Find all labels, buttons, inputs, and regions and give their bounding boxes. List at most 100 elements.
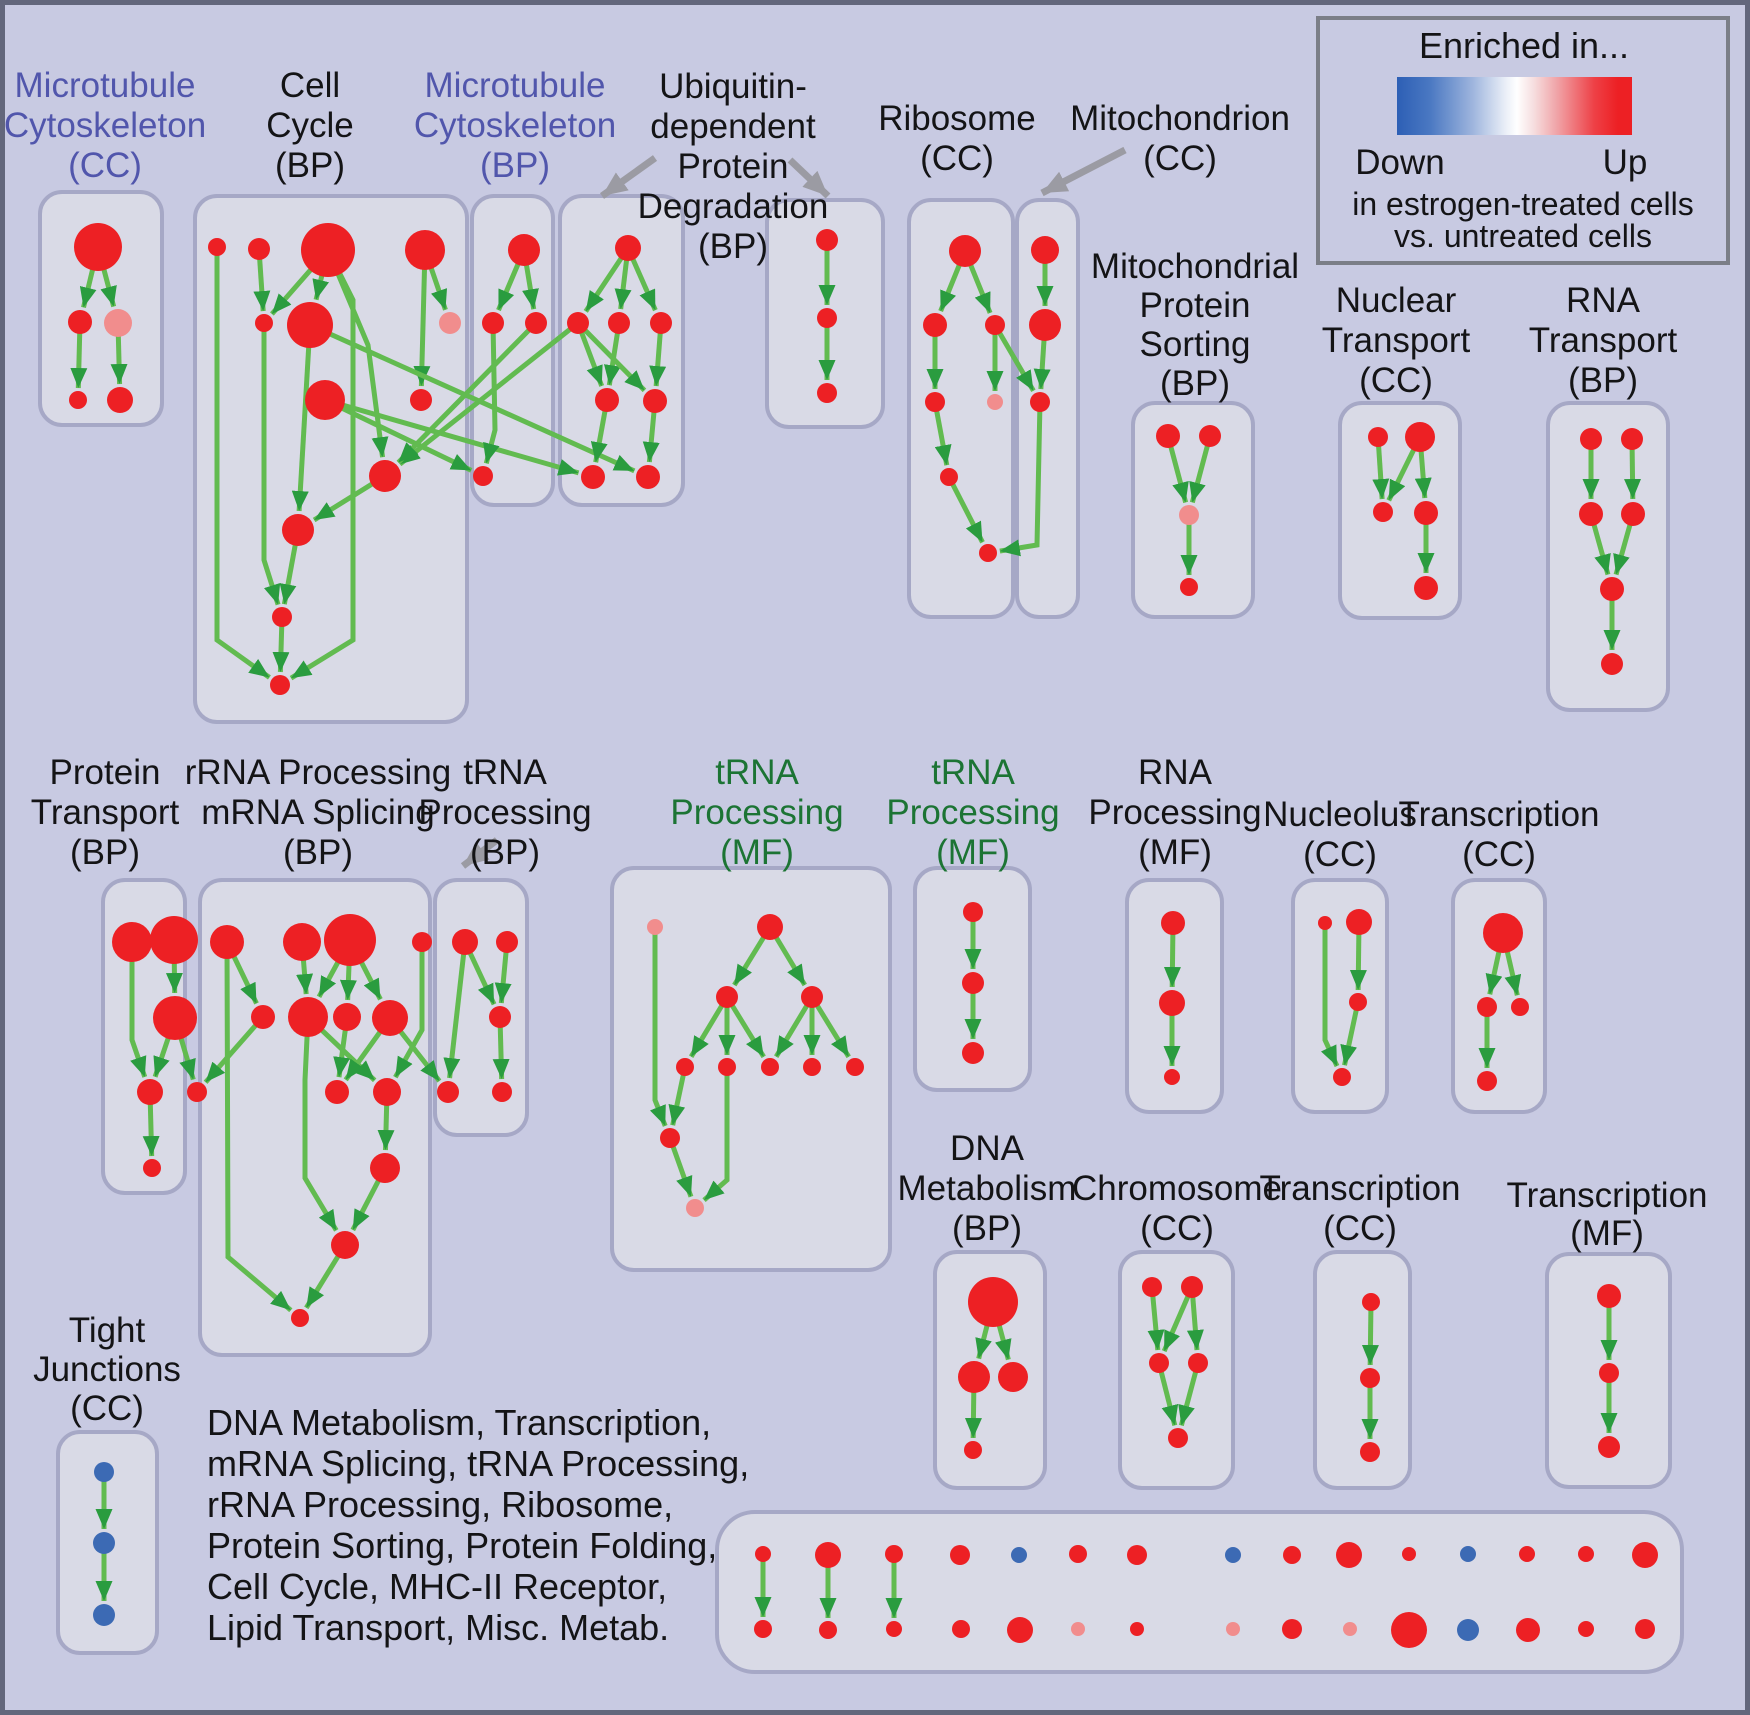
cluster-label-nucleolus-cc: Nucleolus (CC): [1263, 795, 1417, 874]
go-term-node-L6b: [1071, 1622, 1085, 1636]
go-term-node-S5: [251, 1005, 275, 1029]
edge-G1-G10: [649, 927, 668, 1127]
edge-K3-K5: [1156, 1362, 1179, 1427]
footer-note: DNA Metabolism, Transcription, mRNA Splic…: [207, 1402, 749, 1648]
go-term-node-S8: [372, 1000, 408, 1036]
legend-title: Enriched in...: [1419, 25, 1629, 66]
go-term-node-B4: [437, 1081, 459, 1103]
edge-U2-U5: [575, 322, 605, 387]
cluster-label-trna-processing-bp: tRNA Processing (BP): [418, 753, 591, 872]
go-term-node-C2: [248, 238, 270, 260]
edge-S1-S13: [224, 941, 293, 1313]
edge-S4-S10: [393, 942, 425, 1079]
go-term-node-G2: [757, 914, 783, 940]
go-term-node-R4: [925, 392, 945, 412]
go-term-node-L14t: [1578, 1546, 1594, 1562]
cluster-label-rrna-processing-mrna-splicing-bp: rRNA Processing mRNA Splicing (BP): [185, 753, 451, 872]
cluster-label-dna-metabolism-bp: DNA Metabolism (BP): [898, 1129, 1077, 1248]
go-term-node-C11: [282, 514, 314, 546]
go-term-node-C13: [270, 675, 290, 695]
cluster-label-ubiquitin-degradation-bp-1: Ubiquitin-dependent Protein Degradation (BP…: [638, 67, 829, 266]
go-term-node-N3: [1373, 502, 1393, 522]
go-term-node-L6t: [1069, 1545, 1087, 1563]
cluster-label-microtubule-cytoskeleton-cc: Microtubule Cytoskeleton (CC): [4, 66, 206, 185]
go-term-node-T5: [187, 1082, 207, 1102]
go-term-node-R2: [923, 313, 947, 337]
go-term-node-U3: [608, 312, 630, 334]
edge-G3-G5: [689, 995, 730, 1058]
cluster-label-cell-cycle-bp: Cell Cycle (BP): [266, 66, 354, 185]
go-term-node-X3: [1511, 998, 1529, 1016]
edge-T1-T4: [129, 942, 148, 1078]
go-term-node-Q1: [1161, 911, 1185, 935]
edge-C5-C12: [261, 323, 281, 606]
go-term-node-G10: [660, 1128, 680, 1148]
go-term-node-L13t: [1519, 1546, 1535, 1562]
go-term-node-U4: [650, 312, 672, 334]
cluster-label-microtubule-cytoskeleton-bp: Microtubule Cytoskeleton (BP): [414, 66, 616, 185]
edge-C1-C13: [214, 247, 271, 680]
go-term-node-A2: [68, 310, 92, 334]
go-term-node-L12t: [1460, 1546, 1476, 1562]
go-term-node-L9b: [1282, 1619, 1302, 1639]
go-term-node-V2: [817, 308, 837, 328]
edge-S5-T5: [203, 1015, 265, 1084]
go-term-node-J1: [94, 1462, 114, 1482]
edge-R3-Mt3: [992, 323, 1036, 393]
legend-gradient-bar: [1397, 77, 1632, 135]
go-term-node-W1: [1580, 428, 1602, 450]
cluster-label-nuclear-transport-cc: Nuclear Transport (CC): [1322, 281, 1471, 400]
go-term-node-S11: [370, 1153, 400, 1183]
go-term-node-G8: [803, 1058, 821, 1076]
cluster-label-protein-transport-bp: Protein Transport (BP): [31, 753, 180, 872]
go-term-node-L10t: [1336, 1542, 1362, 1568]
go-term-node-N1: [1368, 427, 1388, 447]
cluster-label-tight-junctions-cc: Tight Junctions (CC): [33, 1311, 181, 1428]
go-term-node-X1: [1483, 913, 1523, 953]
go-term-node-L1t: [755, 1546, 771, 1562]
edge-G6-G11: [702, 1067, 730, 1202]
edge-G4-G9: [809, 995, 851, 1059]
go-term-node-G3: [716, 986, 738, 1008]
go-term-node-T6: [143, 1159, 161, 1177]
go-term-node-S12: [331, 1231, 359, 1259]
go-term-node-D1: [968, 1277, 1018, 1327]
go-term-node-O2: [1346, 909, 1372, 935]
go-term-node-H1: [963, 902, 983, 922]
edge-K1-K3: [1147, 1286, 1165, 1351]
go-term-node-R1: [949, 235, 981, 267]
go-term-node-Z1: [1597, 1284, 1621, 1308]
cluster-label-mitochondrion-cc: Mitochondrion (CC): [1070, 99, 1290, 178]
go-term-node-T4: [137, 1079, 163, 1105]
go-term-node-S7: [333, 1003, 361, 1031]
go-term-node-L8t: [1225, 1547, 1241, 1563]
go-term-node-Z2: [1599, 1363, 1619, 1383]
cluster-box-chromosome-cc: [1118, 1250, 1235, 1490]
cluster-label-mitochondrial-protein-sorting-bp: Mitochondrial Protein Sorting (BP): [1091, 247, 1299, 403]
legend-down-label: Down: [1355, 143, 1444, 182]
edge-U2-U6: [576, 321, 647, 393]
go-term-node-K5: [1168, 1428, 1188, 1448]
go-term-node-J3: [93, 1604, 115, 1626]
go-term-node-W3: [1579, 502, 1603, 526]
edge-K2-K3: [1161, 1286, 1195, 1353]
go-term-node-H2: [962, 972, 984, 994]
edge-R6-R7: [946, 475, 985, 544]
go-term-node-O4: [1333, 1068, 1351, 1086]
go-term-node-Z3: [1598, 1436, 1620, 1458]
go-term-node-G5: [676, 1058, 694, 1076]
cluster-label-rna-transport-bp: RNA Transport (BP): [1529, 281, 1678, 400]
go-term-node-Y3: [1360, 1442, 1380, 1462]
cluster-label-ribosome-cc: Ribosome (CC): [878, 99, 1036, 178]
go-term-node-Mt1: [1031, 236, 1059, 264]
go-term-node-B3: [489, 1006, 511, 1028]
go-term-node-L1b: [754, 1620, 772, 1638]
edge-G10-G11: [667, 1137, 694, 1198]
go-term-node-G11: [686, 1199, 704, 1217]
cluster-label-rna-processing-mf: RNA Processing (MF): [1088, 753, 1261, 872]
go-term-node-U1: [615, 235, 641, 261]
go-term-node-P3: [1179, 505, 1199, 525]
go-term-node-L15b: [1635, 1619, 1655, 1639]
go-term-node-S10: [373, 1078, 401, 1106]
